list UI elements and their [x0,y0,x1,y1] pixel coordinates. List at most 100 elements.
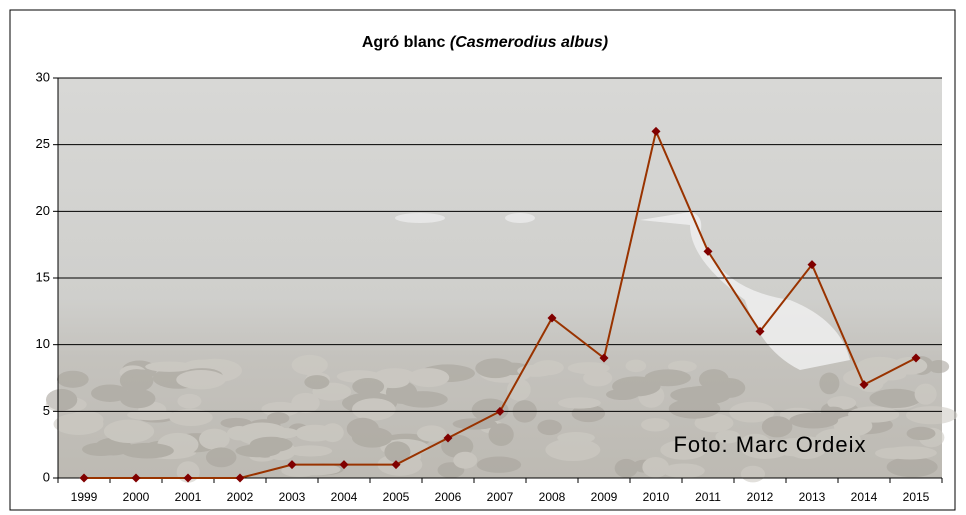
y-tick-label: 20 [36,203,50,218]
x-tick-label: 2007 [487,490,514,504]
y-tick-label: 30 [36,69,50,84]
x-tick-label: 2001 [175,490,202,504]
data-marker [651,126,661,136]
y-tick-label: 10 [36,336,50,351]
stone [227,426,252,441]
stone [45,388,78,411]
stone [261,401,300,417]
stone [614,458,638,478]
stone [558,397,601,409]
stone [883,446,937,460]
x-tick-label: 2002 [227,490,254,504]
stone [145,361,194,372]
data-marker [495,406,505,416]
stone [249,436,293,453]
stone [571,404,606,423]
stone [761,416,793,438]
stone [352,377,385,396]
x-tick-label: 2011 [695,490,721,504]
stone [694,413,734,433]
data-marker [443,433,453,443]
photo-credit: Foto: Marc Ordeix [673,432,866,457]
stone [295,424,335,442]
stone [886,456,938,478]
y-tick-label: 25 [36,136,50,151]
stone [408,368,450,388]
data-marker [235,473,245,483]
stone [740,465,765,483]
stone [267,412,290,424]
stone [814,428,861,452]
data-marker [287,460,297,470]
stone [120,442,174,459]
y-tick-label: 5 [43,403,50,418]
x-tick-label: 2006 [435,490,462,504]
stone [183,359,227,371]
stone [819,372,840,395]
stone [488,423,514,446]
stone [641,418,670,432]
data-marker [339,460,349,470]
data-marker [131,473,141,483]
data-marker [807,260,817,270]
x-tick-label: 2009 [591,490,618,504]
x-tick-label: 2004 [331,490,358,504]
stone [453,451,478,469]
stone [928,359,950,374]
data-marker [703,246,713,256]
data-marker [547,313,557,323]
stone [176,370,226,390]
stone [476,456,522,473]
stone [471,398,509,422]
stone [670,386,726,404]
stone [827,396,857,410]
stone [729,401,775,423]
stone [715,430,741,444]
data-marker [911,353,921,363]
stone [177,393,202,409]
stone [545,438,601,462]
title-species: (Casmerodius albus) [450,34,608,51]
x-tick-label: 2010 [643,490,670,504]
stone [273,427,299,439]
stone [662,463,705,479]
data-marker [183,473,193,483]
stone [67,410,104,429]
stone [346,417,379,440]
x-tick-label: 2015 [903,490,930,504]
x-tick-label: 2005 [383,490,410,504]
data-marker [755,326,765,336]
stone [376,374,410,389]
stone [304,375,330,390]
stone [57,370,89,388]
stone [291,392,320,414]
x-tick-label: 2008 [539,490,566,504]
stone [82,442,120,457]
data-marker [599,353,609,363]
stone [644,369,691,387]
stone [132,369,153,390]
stone [567,362,610,375]
stone [291,354,328,376]
stone [892,357,928,375]
stone [822,406,845,419]
stone [416,425,447,442]
stone [517,364,554,377]
x-tick-label: 2003 [279,490,306,504]
stone [667,360,697,373]
stone [741,439,790,459]
x-tick-label: 2000 [123,490,150,504]
stone [507,378,531,401]
stone [914,383,937,405]
y-tick-label: 15 [36,269,50,284]
stone [625,359,647,373]
stone [537,419,562,436]
stone [199,428,230,450]
title-text: Agró blanc [362,34,446,51]
x-tick-label: 2012 [747,490,774,504]
stone [906,426,936,441]
data-marker [859,380,869,390]
stone [220,417,252,429]
